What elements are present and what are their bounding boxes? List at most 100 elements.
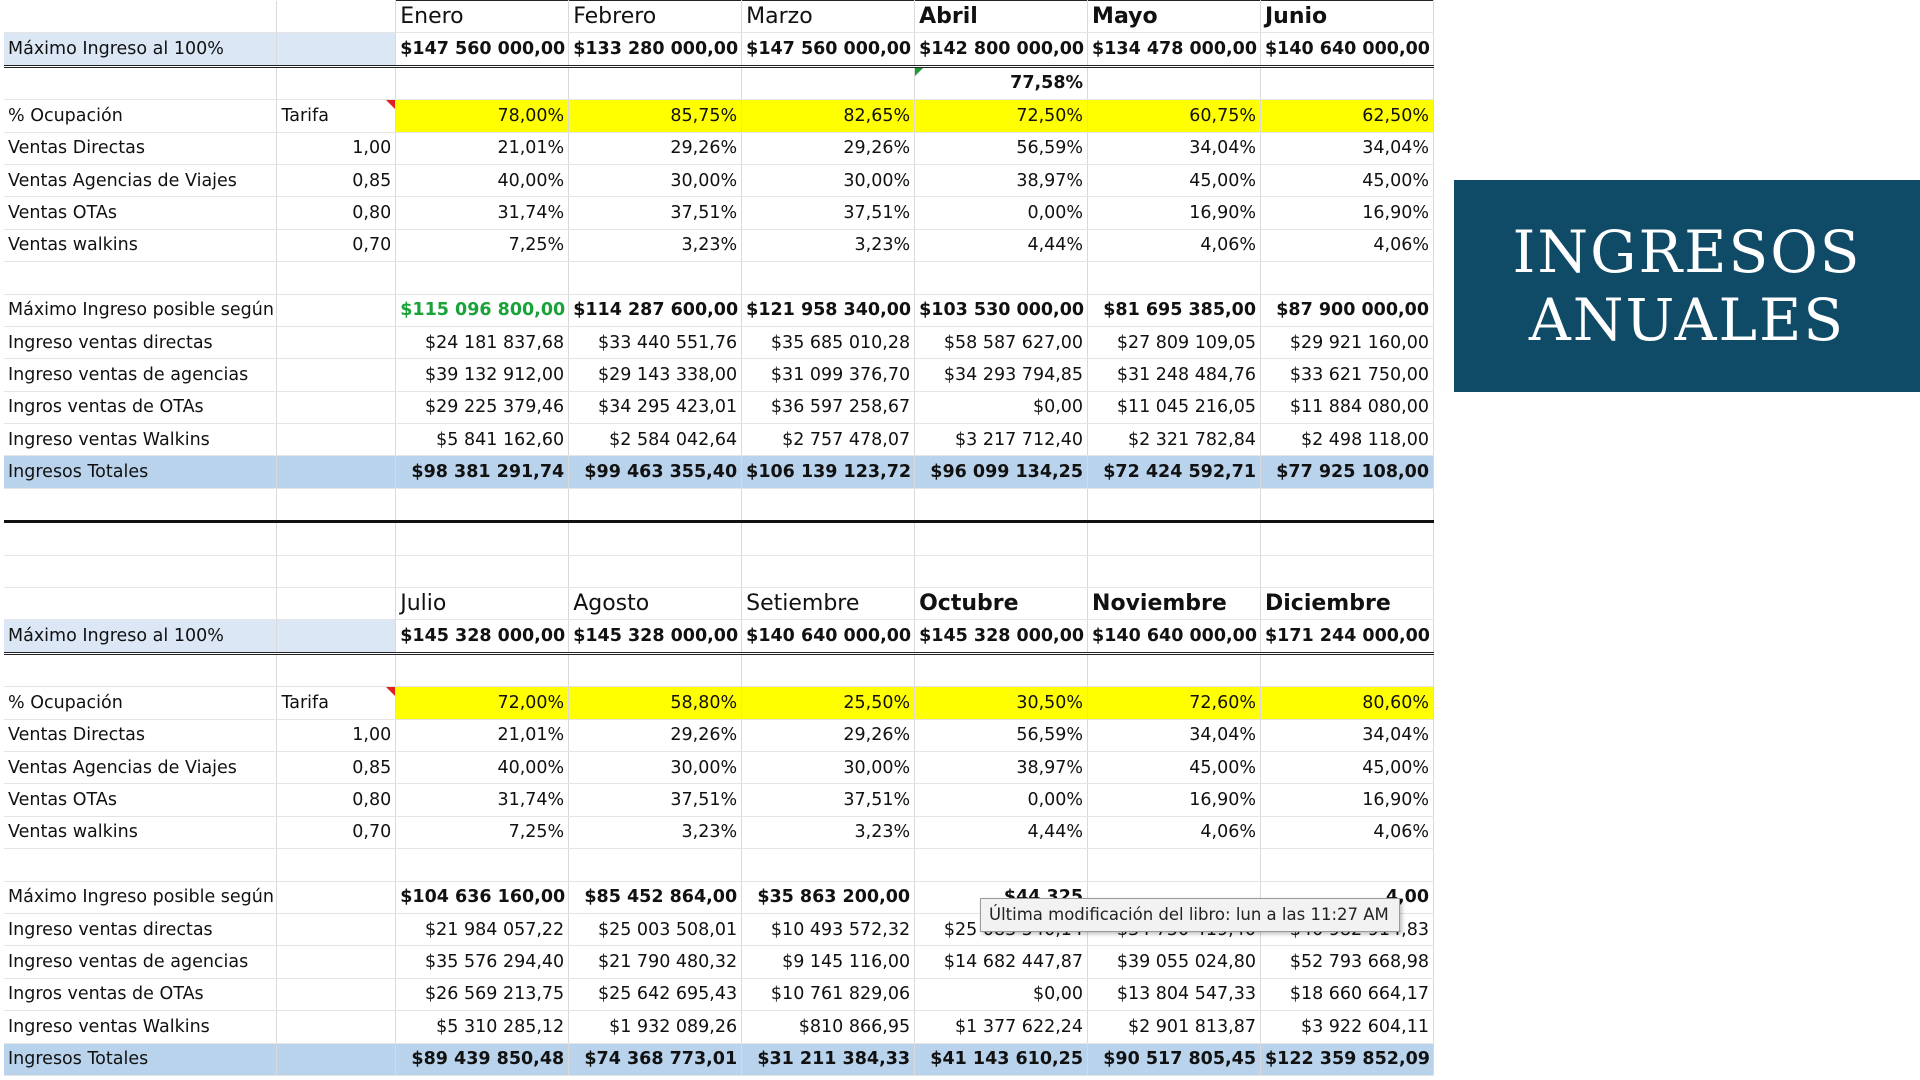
- ventas-walkins-pct[interactable]: 4,06%: [1087, 816, 1261, 850]
- ingresos-totales-value[interactable]: $98 381 291,74: [395, 455, 570, 489]
- maximo-posible-value[interactable]: $104 636 160,00: [395, 881, 570, 914]
- ingreso-directas-value[interactable]: $10 493 572,32: [741, 913, 916, 947]
- ingreso-walkins-value[interactable]: $1 932 089,26: [568, 1010, 743, 1044]
- ingresos-totales-value[interactable]: $74 368 773,01: [568, 1043, 743, 1076]
- ingreso-agencias-value[interactable]: $31 248 484,76: [1087, 358, 1261, 392]
- empty-cell[interactable]: [276, 391, 397, 425]
- ingresos-totales-value[interactable]: $106 139 123,72: [741, 455, 916, 489]
- tarifa-value[interactable]: 1,00: [276, 719, 397, 752]
- ingreso-directas-value[interactable]: $24 181 837,68: [395, 326, 570, 360]
- ingreso-otas-value[interactable]: $0,00: [914, 391, 1089, 425]
- ocupacion-value[interactable]: 62,50%: [1260, 99, 1434, 133]
- empty-cell[interactable]: [1087, 521, 1261, 556]
- empty-cell[interactable]: [1260, 555, 1434, 589]
- empty-cell[interactable]: [4, 848, 278, 882]
- ventas-walkins-pct[interactable]: 4,44%: [914, 229, 1089, 263]
- ingreso-walkins-value[interactable]: $2 584 042,64: [568, 423, 743, 457]
- ingresos-totales-value[interactable]: $41 143 610,25: [914, 1043, 1089, 1076]
- ingreso-walkins-value[interactable]: $810 866,95: [741, 1010, 916, 1044]
- empty-cell[interactable]: [568, 653, 743, 688]
- empty-cell[interactable]: [276, 945, 397, 979]
- ocupacion-value[interactable]: 30,50%: [914, 686, 1089, 720]
- empty-cell[interactable]: [4, 521, 278, 556]
- ventas-agencias-pct[interactable]: 30,00%: [568, 751, 743, 785]
- ingreso-otas-value[interactable]: $29 225 379,46: [395, 391, 570, 425]
- ingresos-totales-value[interactable]: $96 099 134,25: [914, 455, 1089, 489]
- empty-cell[interactable]: [741, 653, 916, 688]
- empty-cell[interactable]: [4, 555, 278, 589]
- month-header-1[interactable]: Julio: [395, 587, 570, 621]
- ingresos-totales-value[interactable]: $99 463 355,40: [568, 455, 743, 489]
- ocupacion-promedio-value[interactable]: 77,58%: [914, 66, 1089, 101]
- ingreso-directas-value[interactable]: $33 440 551,76: [568, 326, 743, 360]
- ocupacion-value[interactable]: 25,50%: [741, 686, 916, 720]
- ingreso-otas-value[interactable]: $36 597 258,67: [741, 391, 916, 425]
- month-header-6[interactable]: Diciembre: [1260, 587, 1434, 621]
- max-100-value[interactable]: $140 640 000,00: [1087, 619, 1261, 655]
- ventas-agencias-pct[interactable]: 45,00%: [1087, 164, 1261, 198]
- ingreso-directas-value[interactable]: $35 685 010,28: [741, 326, 916, 360]
- empty-cell[interactable]: [276, 423, 397, 457]
- row-label-maximo-100[interactable]: Máximo Ingreso al 100%: [4, 32, 278, 68]
- ventas-walkins-pct[interactable]: 7,25%: [395, 816, 570, 850]
- empty-cell[interactable]: [1087, 848, 1261, 882]
- empty-cell[interactable]: [4, 66, 278, 101]
- row-label-ventas-directas[interactable]: Ventas Directas: [4, 132, 278, 165]
- row-label-ingresos-totales[interactable]: Ingresos Totales: [4, 455, 278, 489]
- max-100-value[interactable]: $145 328 000,00: [568, 619, 743, 655]
- ventas-otas-pct[interactable]: 16,90%: [1260, 196, 1434, 230]
- ventas-directas-pct[interactable]: 21,01%: [395, 719, 570, 752]
- row-label-ingreso-walkins[interactable]: Ingreso ventas Walkins: [4, 423, 278, 457]
- ingreso-walkins-value[interactable]: $2 321 782,84: [1087, 423, 1261, 457]
- ingreso-agencias-value[interactable]: $21 790 480,32: [568, 945, 743, 979]
- row-label-maximo-100[interactable]: Máximo Ingreso al 100%: [4, 619, 278, 655]
- ventas-agencias-pct[interactable]: 38,97%: [914, 164, 1089, 198]
- maximo-posible-value[interactable]: $114 287 600,00: [568, 294, 743, 327]
- max-100-value[interactable]: $140 640 000,00: [1260, 32, 1434, 68]
- ventas-walkins-pct[interactable]: 3,23%: [741, 816, 916, 850]
- empty-cell[interactable]: [276, 978, 397, 1012]
- empty-cell[interactable]: [1260, 848, 1434, 882]
- empty-cell[interactable]: [276, 261, 397, 295]
- maximo-posible-value[interactable]: $35 863 200,00: [741, 881, 916, 914]
- empty-cell[interactable]: [568, 66, 743, 101]
- empty-cell[interactable]: [914, 261, 1089, 295]
- empty-cell[interactable]: [276, 66, 397, 101]
- empty-cell[interactable]: [568, 488, 743, 524]
- maximo-posible-value[interactable]: $103 530 000,00: [914, 294, 1089, 327]
- ingreso-agencias-value[interactable]: $34 293 794,85: [914, 358, 1089, 392]
- tarifa-value[interactable]: 0,85: [276, 751, 397, 785]
- empty-cell[interactable]: [276, 587, 397, 621]
- ventas-otas-pct[interactable]: 16,90%: [1087, 783, 1261, 817]
- ingreso-agencias-value[interactable]: $39 055 024,80: [1087, 945, 1261, 979]
- empty-cell[interactable]: [1087, 488, 1261, 524]
- tarifa-value[interactable]: 1,00: [276, 132, 397, 165]
- ocupacion-value[interactable]: 82,65%: [741, 99, 916, 133]
- maximo-posible-value[interactable]: $81 695 385,00: [1087, 294, 1261, 327]
- row-label-ingreso-walkins[interactable]: Ingreso ventas Walkins: [4, 1010, 278, 1044]
- row-label-ventas-otas[interactable]: Ventas OTAs: [4, 196, 278, 230]
- ocupacion-value[interactable]: 80,60%: [1260, 686, 1434, 720]
- ventas-directas-pct[interactable]: 29,26%: [568, 132, 743, 165]
- ingreso-otas-value[interactable]: $25 642 695,43: [568, 978, 743, 1012]
- ingreso-walkins-value[interactable]: $5 841 162,60: [395, 423, 570, 457]
- ventas-walkins-pct[interactable]: 7,25%: [395, 229, 570, 263]
- ingreso-agencias-value[interactable]: $9 145 116,00: [741, 945, 916, 979]
- empty-cell[interactable]: [1260, 653, 1434, 688]
- empty-cell[interactable]: [568, 555, 743, 589]
- ventas-walkins-pct[interactable]: 4,06%: [1260, 229, 1434, 263]
- ingresos-totales-value[interactable]: $77 925 108,00: [1260, 455, 1434, 489]
- empty-cell[interactable]: [914, 848, 1089, 882]
- month-header-5[interactable]: Noviembre: [1087, 587, 1261, 621]
- empty-cell[interactable]: [741, 521, 916, 556]
- empty-cell[interactable]: [914, 555, 1089, 589]
- ingreso-directas-value[interactable]: $21 984 057,22: [395, 913, 570, 947]
- ingresos-totales-value[interactable]: $89 439 850,48: [395, 1043, 570, 1076]
- empty-cell[interactable]: [741, 66, 916, 101]
- ingreso-agencias-value[interactable]: $31 099 376,70: [741, 358, 916, 392]
- ventas-agencias-pct[interactable]: 30,00%: [741, 751, 916, 785]
- tarifa-value[interactable]: 0,70: [276, 816, 397, 850]
- max-100-value[interactable]: $147 560 000,00: [741, 32, 916, 68]
- ventas-walkins-pct[interactable]: 4,44%: [914, 816, 1089, 850]
- ingreso-directas-value[interactable]: $25 003 508,01: [568, 913, 743, 947]
